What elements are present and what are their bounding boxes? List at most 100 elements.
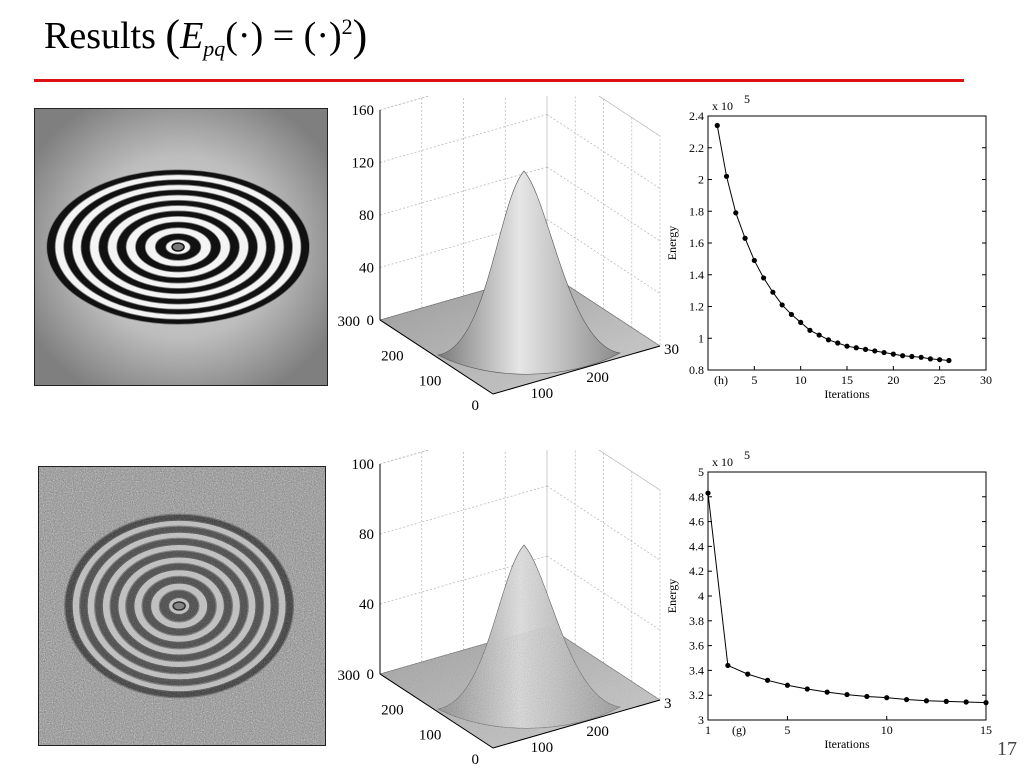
- data-point: [927, 356, 933, 362]
- title-open-paren: (: [165, 11, 181, 60]
- data-point: [844, 691, 850, 698]
- data-point: [725, 662, 731, 669]
- data-point: [937, 357, 943, 363]
- data-point: [779, 302, 785, 308]
- x-tick-label: 10: [881, 723, 893, 737]
- data-point: [983, 700, 989, 706]
- z-tick-label: 80: [359, 208, 374, 224]
- x-tick-label: 5: [751, 373, 757, 387]
- left-tick-label: 200: [381, 703, 404, 719]
- y-tick-label: 3.4: [689, 663, 704, 677]
- y-tick-label: 4.8: [689, 490, 704, 504]
- surface-plot-noisy: 100 80 40 0 300 200 100 0 100 200 3: [328, 450, 688, 766]
- data-point: [745, 671, 751, 677]
- right-tick-label: 100: [531, 386, 554, 402]
- noise-overlay: [39, 467, 325, 745]
- data-point: [742, 235, 748, 241]
- data-point: [798, 319, 804, 325]
- data-point: [751, 257, 757, 264]
- y-tick-label: 1.8: [689, 204, 704, 218]
- data-point: [884, 695, 890, 701]
- title-underline: [34, 79, 964, 82]
- y-tick-label: 1.6: [689, 236, 704, 250]
- data-point: [807, 327, 813, 333]
- z-tick-label: 160: [352, 103, 375, 119]
- right-tick-label: 30: [664, 342, 679, 358]
- x-tick-label: 25: [934, 373, 946, 387]
- title-close-paren: ): [352, 11, 368, 60]
- title-formula: Epq(·) = (·)2: [180, 14, 353, 60]
- data-point: [963, 699, 969, 705]
- line-chart-svg: 33.23.43.63.844.24.44.64.851 5 10 15(g)x 10…: [665, 448, 992, 751]
- left-tick-label: 100: [419, 727, 442, 743]
- z-tick-label: 100: [352, 457, 375, 473]
- y-tick-label: 4.4: [689, 539, 704, 553]
- data-point: [788, 311, 794, 318]
- data-point: [770, 289, 776, 295]
- data-point: [903, 696, 910, 703]
- data-point: [816, 332, 822, 338]
- surface-axes: [379, 110, 661, 395]
- data-point: [862, 346, 869, 352]
- y-axis-label: Energy: [665, 579, 679, 613]
- data-point: [864, 693, 870, 700]
- panel-label: (h): [714, 373, 728, 387]
- energy-plot-h: 0.8 1 1.2 1.4 1.6 1.8 2 2.2 2.4 5 10 15 20 25 30 (h) x 1…: [660, 92, 1000, 416]
- line-chart-svg: 0.8 1 1.2 1.4 1.6 1.8 2 2.2 2.4 5 10 15 20 25 30 (h) x 1…: [665, 92, 992, 401]
- right-tick-label: 3: [664, 696, 672, 712]
- y-tick-label: 3: [698, 713, 704, 727]
- data-point: [900, 353, 906, 359]
- left-tick-label: 300: [338, 314, 361, 330]
- y-multiplier: x 10: [712, 455, 733, 469]
- x-axis-label: Iterations: [824, 387, 870, 401]
- data-point: [909, 353, 915, 360]
- data-point: [733, 210, 739, 216]
- x-tick-label: 5: [784, 723, 790, 737]
- data-point: [761, 275, 767, 281]
- y-tick-label: 2.2: [689, 141, 704, 155]
- data-point: [804, 686, 810, 692]
- data-point: [844, 343, 850, 349]
- z-tick-label: 0: [367, 667, 375, 683]
- left-tick-label: 0: [472, 752, 480, 766]
- y-tick-label: 3.2: [689, 688, 704, 702]
- data-point: [835, 340, 841, 346]
- formula-subscript: pq: [203, 36, 226, 61]
- y-tick-label: 2: [698, 173, 704, 187]
- right-tick-label: 200: [586, 724, 609, 740]
- y-tick-label: 1: [698, 331, 704, 345]
- z-tick-label: 40: [359, 261, 374, 277]
- wrapped-phase-image: [34, 108, 328, 386]
- left-tick-label: 200: [381, 349, 404, 365]
- panel-label: (g): [732, 723, 746, 737]
- plot-frame: [707, 471, 987, 721]
- data-point: [918, 354, 924, 360]
- surface-axes: [379, 464, 661, 749]
- data-point: [824, 689, 830, 695]
- data-point: [853, 345, 859, 351]
- y-tick-label: 4.2: [689, 564, 704, 578]
- data-point: [881, 349, 887, 356]
- x-tick-label: 30: [980, 373, 992, 387]
- data-point: [946, 357, 952, 364]
- y-tick-label: 5: [698, 465, 704, 479]
- y-tick-label: 1.4: [689, 268, 704, 282]
- y-tick-label: 3.6: [689, 639, 704, 653]
- data-point: [943, 698, 949, 704]
- z-tick-label: 40: [359, 597, 374, 613]
- left-tick-label: 0: [472, 398, 480, 412]
- x-tick-label: 20: [887, 373, 899, 387]
- x-axis-label: Iterations: [824, 737, 870, 751]
- y-tick-label: 4: [698, 589, 704, 603]
- page-number: 17: [997, 738, 1017, 760]
- noisy-wrapped-phase-image: [38, 466, 326, 746]
- x-tick-label: 1: [705, 723, 711, 737]
- y-tick-label: 1.2: [689, 300, 704, 314]
- formula-argument: (·) = (·): [225, 15, 342, 57]
- energy-plot-g: 3 3.2 3.4 3.6 3.8 4 4.2 4.4 4.6 4.8 5 1 5 10 15 (g) x 10…: [660, 448, 1000, 766]
- right-tick-label: 200: [586, 370, 609, 386]
- y-axis-label: Energy: [665, 226, 679, 260]
- slide-title: Results (Epq(·) = (·)2): [44, 11, 368, 61]
